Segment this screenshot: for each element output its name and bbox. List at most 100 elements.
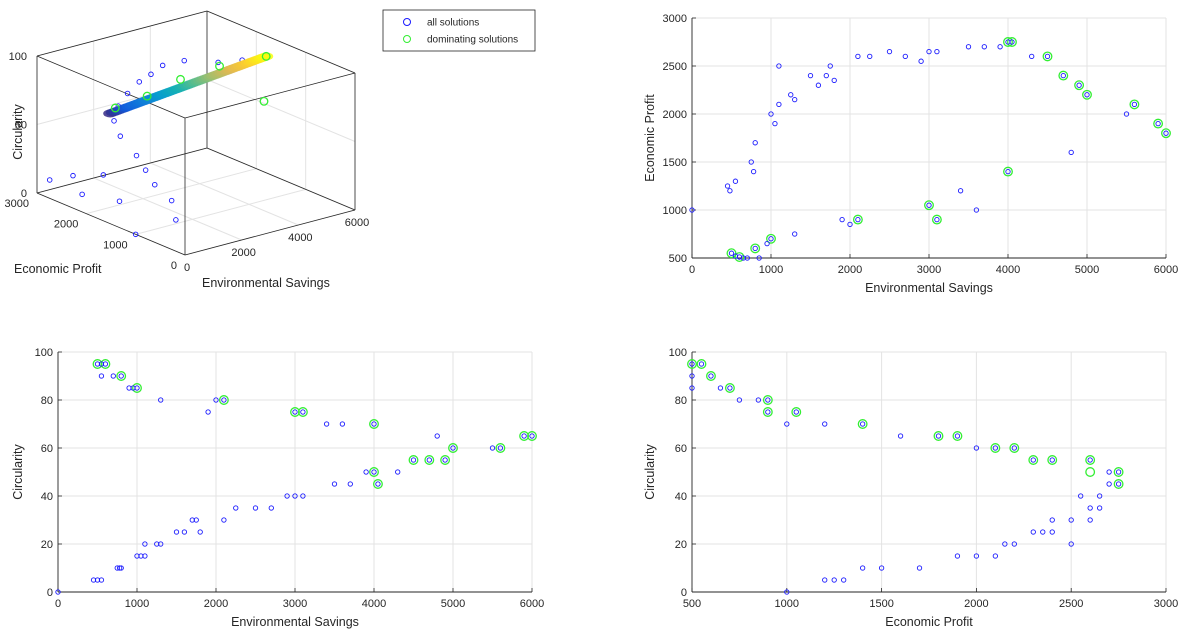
env-vs-circ-solution-point [154,541,160,547]
env-vs-circ-solution-point [130,385,136,391]
env-vs-econ-dominating-point [766,233,776,244]
econ-vs-circ-solution-point [736,397,743,403]
econ-vs-circ-y-tick-label: 80 [675,395,687,407]
env-vs-econ-solution-point [1123,111,1130,117]
env-vs-circ-dominating-point [100,359,111,369]
env-vs-econ-y-tick-label: 2500 [663,61,687,73]
econ-vs-circ-solution-point [689,361,695,367]
env-vs-circ-dominating-point [369,467,379,477]
env-vs-circ-solution-point [98,577,105,583]
env-vs-circ-solution-point [94,577,101,583]
econ-vs-circ-solution-point [1087,517,1093,523]
econ-vs-circ-dominating-point [1113,467,1124,477]
plot-econ-vs-circ-ylabel: Circularity [643,443,657,499]
econ-vs-circ-solution-point [1078,493,1084,499]
econ-vs-circ-solution-point [765,397,771,403]
env-vs-circ-x-tick-label: 5000 [441,598,465,610]
env-vs-circ-solution-point [114,565,120,571]
env-vs-circ-x-tick-label: 4000 [362,598,386,610]
3d-solution-point [124,90,131,97]
env-vs-circ-solution-point [90,577,97,583]
env-vs-circ-x-tick-label: 0 [55,598,61,610]
env-vs-circ-dominating-point [218,395,229,405]
3d-solution-point [168,197,175,204]
econ-vs-circ-solution-point [1049,457,1055,463]
env-vs-circ-y-tick-label: 60 [41,443,53,455]
env-vs-circ-solution-point [375,481,381,487]
3d-surface-mark [259,52,274,61]
env-vs-circ-x-tick-label: 6000 [520,598,544,610]
env-vs-econ-solution-point [847,221,853,228]
env-vs-econ-solution-point [934,216,940,223]
econ-vs-circ-dominating-point [1028,455,1039,465]
env-vs-circ-solution-point [489,445,496,451]
3d-box-edge [36,147,208,194]
econ-vs-circ-y-tick-label: 40 [675,491,687,503]
3d-x-tick-label: 0 [184,262,190,274]
econ-vs-circ-solution-point [992,445,999,451]
3d-box-edge [184,72,356,119]
econ-vs-circ-dominating-point [990,443,1001,453]
env-vs-circ-solution-point [158,397,164,403]
3d-x-tick-label: 4000 [288,232,312,244]
plot-env-vs-econ-marks: 0 1000 2000 3000 4000 5000 6000 500 1000 1500 2000… [663,13,1179,276]
env-vs-circ-solution-point [450,445,456,451]
env-vs-circ-solution-point [116,565,123,571]
3d-y-tick-label: 1000 [103,239,127,251]
econ-vs-circ-x-tick-label: 2500 [1059,598,1083,610]
econ-vs-circ-dominating-point [762,395,773,405]
env-vs-econ-solution-point [1163,130,1169,136]
3d-box-edge [36,10,208,57]
env-vs-econ-y-tick-label: 2000 [663,109,687,121]
env-vs-econ-dominating-point [1042,51,1053,62]
env-vs-circ-solution-point [363,469,369,475]
3d-solution-point [70,172,76,179]
3d-dominating-point [110,103,120,113]
env-vs-econ-dominating-point [924,200,934,211]
econ-vs-circ-dominating-point [724,383,735,393]
env-vs-circ-solution-point [284,493,290,499]
econ-vs-circ-solution-point [973,553,980,559]
econ-vs-circ-dominating-point [1047,455,1058,465]
env-vs-circ-solution-point [371,421,377,427]
env-vs-circ-y-tick-label: 20 [41,539,53,551]
env-vs-circ-solution-point [339,421,346,427]
econ-vs-circ-solution-point [1115,469,1122,475]
3d-x-tick-label: 2000 [231,247,255,259]
env-vs-circ-dominating-point [369,419,379,429]
env-vs-circ-solution-point [126,385,132,391]
env-vs-econ-dominating-point [1003,166,1013,177]
env-vs-econ-x-tick-label: 0 [689,264,695,276]
env-vs-circ-solution-point [300,409,306,415]
3d-solution-point [159,62,166,69]
plot-env-vs-econ: 0 1000 2000 3000 4000 5000 6000 500 1000 1500 2000… [643,13,1178,295]
env-vs-circ-dominating-point [495,443,506,453]
plot-3d-zlabel: Circularity [11,103,25,159]
env-vs-econ-solution-point [792,96,798,103]
env-vs-circ-solution-point [197,529,203,535]
plot-3d-xlabel: Environmental Savings [202,276,330,290]
env-vs-circ-solution-point [347,481,353,487]
econ-vs-circ-y-tick-label: 60 [675,443,687,455]
legend-label-dominating-solutions: dominating solutions [427,35,518,46]
env-vs-circ-solution-point [426,457,432,463]
env-vs-econ-solution-point [1131,101,1138,108]
3d-solution-point [148,71,154,78]
env-vs-econ-x-tick-label: 4000 [996,264,1020,276]
env-vs-circ-solution-point [371,469,377,475]
econ-vs-circ-dominating-point [857,419,868,429]
3d-box-edge [206,147,356,211]
env-vs-circ-solution-point [98,373,105,379]
econ-vs-circ-solution-point [1011,541,1017,547]
econ-vs-circ-solution-point [954,433,961,439]
3d-y-tick-label: 0 [171,260,177,272]
env-vs-circ-dominating-point [132,383,142,393]
env-vs-econ-solution-point [839,216,845,223]
env-vs-econ-dominating-point [1074,80,1085,91]
env-vs-econ-solution-point [807,72,814,79]
econ-vs-circ-solution-point [1011,445,1017,451]
env-vs-econ-x-tick-label: 5000 [1075,264,1099,276]
env-vs-econ-solution-point [867,53,873,60]
env-vs-circ-x-tick-label: 3000 [283,598,307,610]
env-vs-circ-solution-point [110,373,116,379]
